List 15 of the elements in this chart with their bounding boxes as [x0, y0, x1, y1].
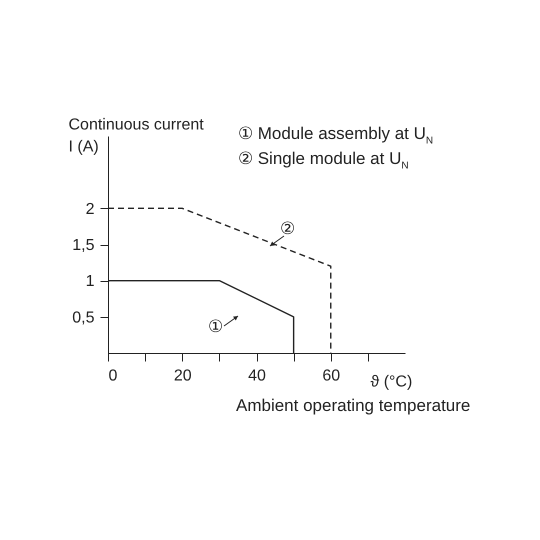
annotation: ① Module assembly at U$_{N}$: [238, 123, 434, 146]
y-axis-title: Continuous current I (A): [68, 116, 204, 156]
y-tick-label: 0,5: [72, 309, 95, 326]
y-tick-label: 2: [86, 200, 95, 218]
x-tick-label: 40: [248, 368, 266, 384]
annotation: ①: [208, 316, 223, 337]
y-tick-label: 1,5: [72, 237, 95, 254]
x-tick-label: 0: [108, 368, 118, 384]
x-tick-label: 20: [174, 368, 192, 384]
y-tick-label: 1: [86, 273, 95, 290]
text: Ambient operating temperature: [236, 396, 470, 416]
annotation: ② Single module at U$_{N}$: [238, 148, 409, 172]
x-tick-label: 60: [322, 368, 340, 384]
annotation: ②: [280, 218, 295, 239]
x-axis-title: ϑ (°C): [370, 374, 412, 390]
